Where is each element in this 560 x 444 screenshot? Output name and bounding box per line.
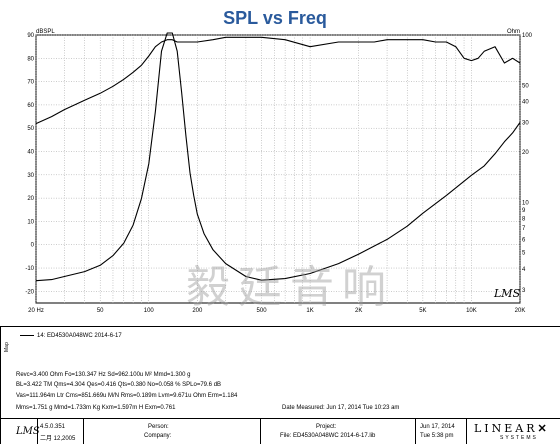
x-tick-label: 500 [257,308,268,314]
legend-panel: Map 14: ED4530A048WC 2014-6-17 [0,326,560,368]
project-label: Project: [316,424,337,430]
y-right-tick-label: 100 [522,33,533,39]
y-left-tick-label: -20 [25,289,34,295]
person-label: Person: [148,424,169,430]
y-right-tick-label: 7 [522,226,526,232]
x-tick-label: 200 [192,308,203,314]
y-right-tick-label: 5 [522,251,526,257]
plot-area [35,34,521,304]
spl-curve [35,36,521,125]
footer-version: 4.5.0.351 [40,424,66,430]
legend-entry: 14: ED4530A048WC 2014-6-17 [20,333,122,339]
brand-sub: SYSTEMS [500,435,538,441]
x-tick-label: 20 Hz [28,308,44,314]
x-tick-label: 2K [355,308,362,314]
params-line-1: Revc=3.400 Ohm Fo=130.347 Hz Sd=962.100u… [16,372,191,378]
y-left-tick-label: -10 [25,266,34,272]
y-right-tick-label: 3 [522,288,526,294]
y-right-tick-label: 4 [522,267,526,273]
y-right-tick-label: 30 [522,120,529,126]
print-time: Tue 5:38 pm [420,433,454,439]
x-tick-labels: 20 Hz 50 100 200 500 1K 2K 5K 10K 20K [28,308,525,314]
y-right-tick-label: 8 [522,216,526,222]
y-left-tick-label: 50 [27,126,34,132]
x-tick-label: 50 [97,308,104,314]
x-tick-label: 100 [144,308,155,314]
y-right-tick-label: 50 [522,83,529,89]
print-date: Jun 17, 2014 [420,424,455,430]
spl-vs-freq-chart: SPL vs Freq dBSPL Ohm 20 Hz 50 100 200 500 1K… [25,8,533,314]
y-left-tick-label: 70 [27,80,34,86]
y-right-tick-label: 6 [522,237,526,243]
left-axis-unit: dBSPL [36,29,55,35]
params-line-4: Mms=1.751 g Mmd=1.733m Kg Kxm=1.597m H E… [16,405,176,411]
date-measured: Date Measured: Jun 17, 2014 Tue 10:23 am [282,405,400,411]
y-right-tick-labels: 100 50 40 30 20 10 9 8 7 6 5 4 3 [522,33,533,294]
footer-tab [0,419,13,444]
y-right-tick-label: 40 [522,100,529,106]
company-label: Company: [144,433,172,439]
y-left-tick-label: 30 [27,173,34,179]
x-tick-label: 1K [306,308,313,314]
y-left-tick-label: 0 [31,243,35,249]
brand-name: LINEAR [474,422,538,435]
x-tick-label: 5K [419,308,426,314]
legend-entry-label: 14: ED4530A048WC 2014-6-17 [37,333,122,339]
y-right-tick-label: 9 [522,208,526,214]
footer: LMS 4.5.0.351 二月 12,2005 Person: Company… [0,419,560,444]
legend-swatch [20,334,34,336]
y-left-tick-label: 90 [27,33,34,39]
x-tick-label: 20K [515,308,526,314]
y-right-tick-label: 10 [522,200,529,206]
x-tick-label: 10K [466,308,477,314]
params-line-2: BL=3.422 TM Qms=4.304 Qes=0.416 Qts=0.38… [16,382,222,388]
y-left-tick-label: 20 [27,196,34,202]
brand-logo: LINEAR✕ [474,422,550,435]
lms-logo: LMS [493,287,521,300]
y-right-tick-label: 20 [522,150,529,156]
watermark: 毅廷音响 [186,262,394,313]
file-label: File: ED4530A048WC 2014-6-17.lib [280,433,376,439]
y-left-tick-labels: 90 80 70 60 50 40 30 20 10 0 -10 -20 [25,33,34,295]
series-group [35,32,521,282]
impedance-curve [35,32,521,282]
legend-tab: Map [0,327,13,367]
grid [35,34,521,303]
y-left-tick-label: 10 [27,219,34,225]
chart-title: SPL vs Freq [223,8,327,28]
params-tab [0,366,13,418]
lms-small-logo: LMS [16,426,40,437]
right-axis-unit: Ohm [507,29,520,35]
params-line-3: Vas=111.964m Ltr Cms=851.669u M/N Rms=0.… [16,393,238,399]
params-panel: Revc=3.400 Ohm Fo=130.347 Hz Sd=962.100u… [0,366,560,419]
y-left-tick-label: 40 [27,150,34,156]
brand-x-icon: ✕ [537,422,550,435]
footer-date: 二月 12,2005 [40,436,76,442]
y-left-tick-label: 60 [27,103,34,109]
y-left-tick-label: 80 [27,56,34,62]
